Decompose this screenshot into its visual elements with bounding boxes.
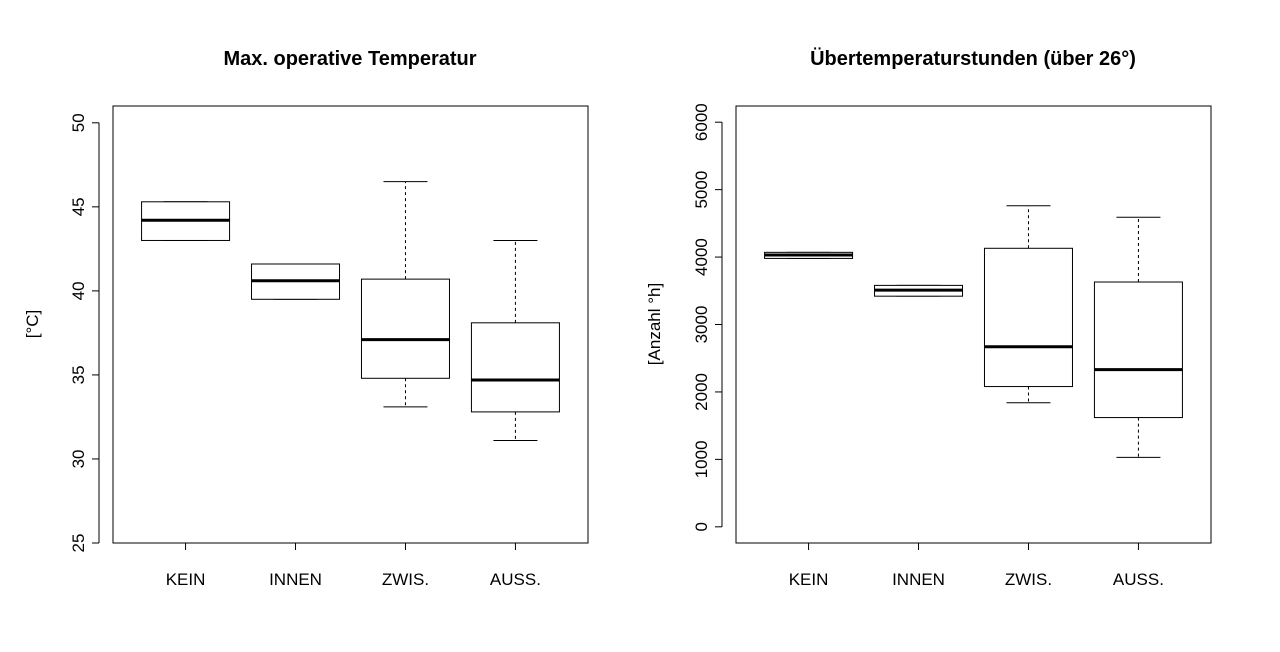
iqr-box (360, 278, 450, 379)
box-auss (1093, 216, 1183, 458)
x-axis: KEIN INNEN ZWIS. AUSS. (166, 543, 541, 589)
x-tick-label: AUSS. (1113, 570, 1164, 589)
y-tick-label: 2000 (692, 373, 711, 411)
plot-frame (112, 105, 589, 544)
y-tick-label: 1000 (692, 440, 711, 478)
y-tick-label: 4000 (692, 238, 711, 276)
y-axis: 25 30 35 40 45 50 (69, 113, 100, 553)
x-tick-label: KEIN (789, 570, 829, 589)
x-tick-label: ZWIS. (382, 570, 429, 589)
iqr-box (1093, 281, 1183, 419)
x-tick-label: KEIN (166, 570, 206, 589)
box-group (141, 181, 560, 441)
y-tick-label: 35 (69, 365, 88, 384)
iqr-box (470, 322, 560, 413)
chart-panel-max-temperature: Max. operative Temperatur [°C] 25 30 35 40 4… (23, 48, 589, 589)
box-group (764, 205, 1183, 458)
y-tick-label: 25 (69, 534, 88, 553)
x-tick-label: INNEN (269, 570, 322, 589)
y-tick-label: 30 (69, 450, 88, 469)
box-innen (251, 263, 341, 300)
y-axis: 0 1000 2000 3000 4000 5000 6000 (692, 103, 723, 532)
box-zwis (983, 205, 1073, 404)
chart-title: Max. operative Temperatur (223, 48, 476, 70)
y-axis-label: [°C] (23, 310, 42, 339)
iqr-box (983, 247, 1073, 388)
y-tick-label: 5000 (692, 171, 711, 209)
y-tick-label: 0 (692, 522, 711, 531)
box-innen (874, 284, 964, 297)
y-tick-label: 3000 (692, 306, 711, 344)
x-tick-label: ZWIS. (1005, 570, 1052, 589)
y-tick-label: 45 (69, 197, 88, 216)
box-auss (470, 239, 560, 441)
y-tick-label: 50 (69, 113, 88, 132)
x-tick-label: INNEN (892, 570, 945, 589)
y-tick-label: 6000 (692, 103, 711, 141)
box-kein (764, 251, 854, 259)
x-axis: KEIN INNEN ZWIS. AUSS. (789, 543, 1164, 589)
y-axis-label: [Anzahl °h] (645, 283, 664, 365)
x-tick-label: AUSS. (490, 570, 541, 589)
box-zwis (360, 181, 450, 408)
box-kein (141, 201, 231, 241)
chart-panel-overtemperature-hours: Übertemperaturstunden (über 26°) [Anzahl… (645, 47, 1212, 589)
plot-frame (735, 105, 1212, 544)
y-tick-label: 40 (69, 281, 88, 300)
chart-title: Übertemperaturstunden (über 26°) (810, 47, 1136, 70)
